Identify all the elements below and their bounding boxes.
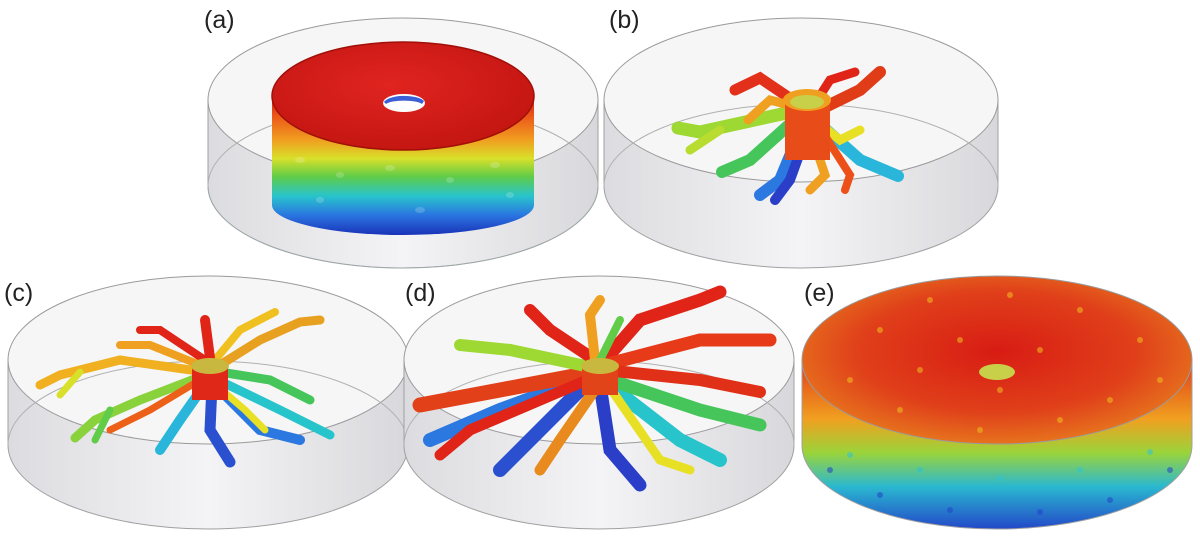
panel-a (207, 17, 599, 269)
panel-label-a: (a) (204, 6, 235, 34)
fingers-c (35, 308, 335, 468)
panel-e (801, 275, 1193, 530)
texture-e (847, 292, 1163, 433)
panel-label-e: (e) (804, 279, 835, 307)
fingers-d (412, 285, 777, 492)
panel-label-d: (d) (405, 279, 436, 307)
container-e-top (801, 275, 1193, 445)
panel-c (7, 275, 409, 530)
panel-label-c: (c) (4, 279, 34, 307)
panel-d (403, 275, 795, 530)
panel-label-b: (b) (609, 6, 640, 34)
panel-b (603, 17, 999, 269)
